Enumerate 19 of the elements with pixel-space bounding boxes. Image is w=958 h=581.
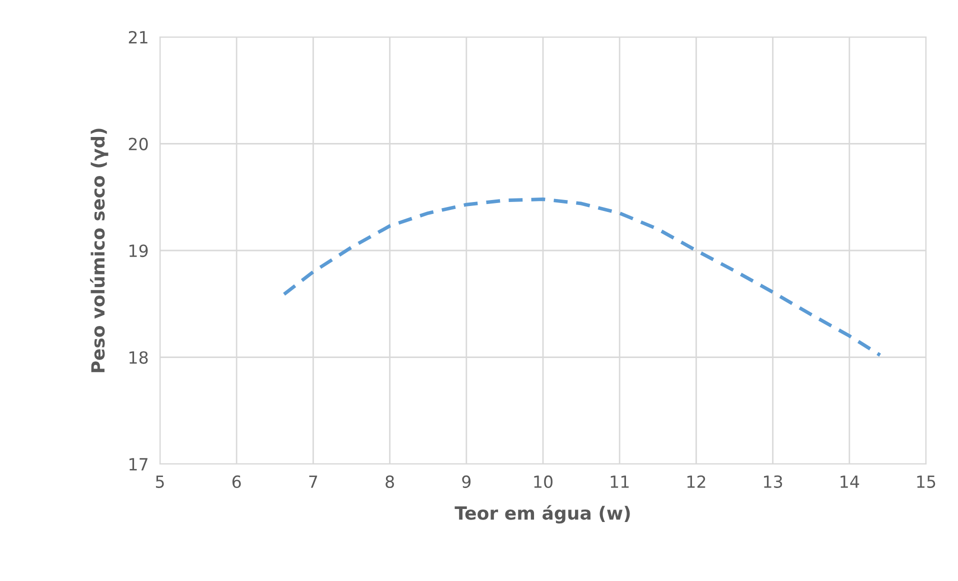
y-tick-label: 21 <box>128 30 148 44</box>
y-axis-title: Peso volúmico seco (γd) <box>90 128 108 372</box>
x-tick-label: 11 <box>610 476 629 488</box>
x-axis-title: Teor em água (w) <box>454 505 630 524</box>
y-tick-label: 17 <box>130 458 148 470</box>
y-tick-label: 19 <box>130 244 148 258</box>
x-tick-label: 14 <box>840 476 860 488</box>
x-tick-label: 9 <box>462 475 471 488</box>
line-series <box>282 198 882 357</box>
y-tick-label: 18 <box>130 351 148 364</box>
y-tick-label: 20 <box>128 138 148 150</box>
x-tick-label: 7 <box>309 476 318 488</box>
x-tick-label: 5 <box>156 476 164 488</box>
x-tick-label: 8 <box>386 475 394 488</box>
x-tick-label: 10 <box>534 475 552 488</box>
x-tick-label: 12 <box>687 475 706 488</box>
x-tick-label: 15 <box>917 476 936 488</box>
x-tick-label: 13 <box>764 475 782 488</box>
x-tick-label: 6 <box>232 475 241 488</box>
